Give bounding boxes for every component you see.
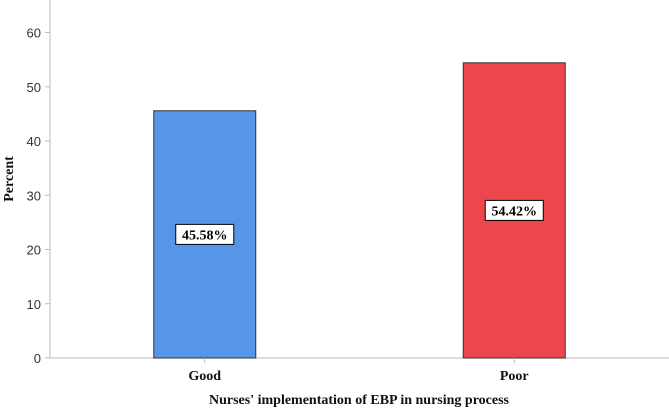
- data-label-box: [484, 199, 544, 221]
- y-tick-label: 0: [34, 351, 41, 366]
- y-tick-label: 20: [27, 243, 41, 258]
- y-axis-title: Percent: [2, 156, 17, 202]
- x-category-label: Good: [188, 369, 221, 384]
- data-label-box: [175, 223, 235, 245]
- y-axis-ticks: 0 10 20 30 40 50 60: [27, 26, 50, 366]
- y-tick-label: 50: [27, 80, 41, 95]
- y-tick-label: 10: [27, 297, 41, 312]
- y-tick-label: 60: [27, 26, 41, 41]
- y-tick-label: 40: [27, 134, 41, 149]
- x-axis-category-labels: Good Poor: [188, 358, 529, 384]
- data-label: 54.42%: [492, 204, 538, 219]
- bar-series: 45.58% 54.42%: [153, 62, 566, 359]
- x-category-label: Poor: [500, 369, 529, 384]
- bar-good: [153, 110, 257, 359]
- x-axis-title: Nurses' implementation of EBP in nursing…: [209, 393, 510, 408]
- y-tick-label: 30: [27, 188, 41, 203]
- data-label: 45.58%: [182, 228, 228, 243]
